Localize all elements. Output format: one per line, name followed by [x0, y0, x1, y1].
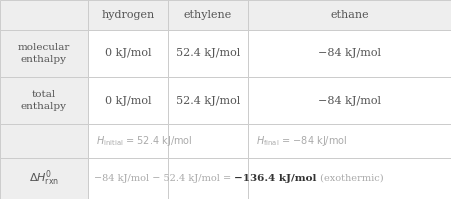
Bar	[88, 158, 168, 199]
Bar	[88, 30, 168, 77]
Text: 52.4 kJ/mol: 52.4 kJ/mol	[175, 49, 239, 59]
Bar	[248, 158, 451, 199]
Bar	[168, 30, 248, 77]
Text: $H_{\mathrm{initial}}$ = 52.4 kJ/mol: $H_{\mathrm{initial}}$ = 52.4 kJ/mol	[96, 134, 192, 148]
Text: ethylene: ethylene	[184, 10, 232, 20]
Bar	[168, 77, 248, 124]
Text: 0 kJ/mol: 0 kJ/mol	[105, 96, 151, 105]
Text: total
enthalpy: total enthalpy	[21, 90, 67, 111]
Bar	[88, 124, 168, 158]
Bar	[168, 124, 248, 158]
Bar	[248, 0, 451, 30]
Text: molecular
enthalpy: molecular enthalpy	[18, 43, 70, 64]
Bar	[0, 0, 88, 30]
Text: 52.4 kJ/mol: 52.4 kJ/mol	[175, 96, 239, 105]
Text: −136.4 kJ/mol: −136.4 kJ/mol	[234, 174, 316, 183]
Text: ethane: ethane	[330, 10, 368, 20]
Bar	[248, 77, 451, 124]
Bar	[248, 124, 451, 158]
Bar	[0, 158, 88, 199]
Text: 0 kJ/mol: 0 kJ/mol	[105, 49, 151, 59]
Bar	[0, 77, 88, 124]
Text: −84 kJ/mol: −84 kJ/mol	[318, 96, 381, 105]
Text: −84 kJ/mol: −84 kJ/mol	[318, 49, 381, 59]
Text: $\Delta H^0_{\mathrm{rxn}}$: $\Delta H^0_{\mathrm{rxn}}$	[29, 169, 59, 188]
Bar	[88, 77, 168, 124]
Bar	[0, 124, 88, 158]
Bar	[168, 158, 248, 199]
Text: −84 kJ/mol − 52.4 kJ/mol =: −84 kJ/mol − 52.4 kJ/mol =	[94, 174, 234, 183]
Text: hydrogen: hydrogen	[101, 10, 154, 20]
Text: $H_{\mathrm{final}}$ = −84 kJ/mol: $H_{\mathrm{final}}$ = −84 kJ/mol	[255, 134, 347, 148]
Text: (exothermic): (exothermic)	[316, 174, 382, 183]
Bar	[88, 0, 168, 30]
Bar	[168, 0, 248, 30]
Bar	[0, 30, 88, 77]
Bar	[248, 30, 451, 77]
